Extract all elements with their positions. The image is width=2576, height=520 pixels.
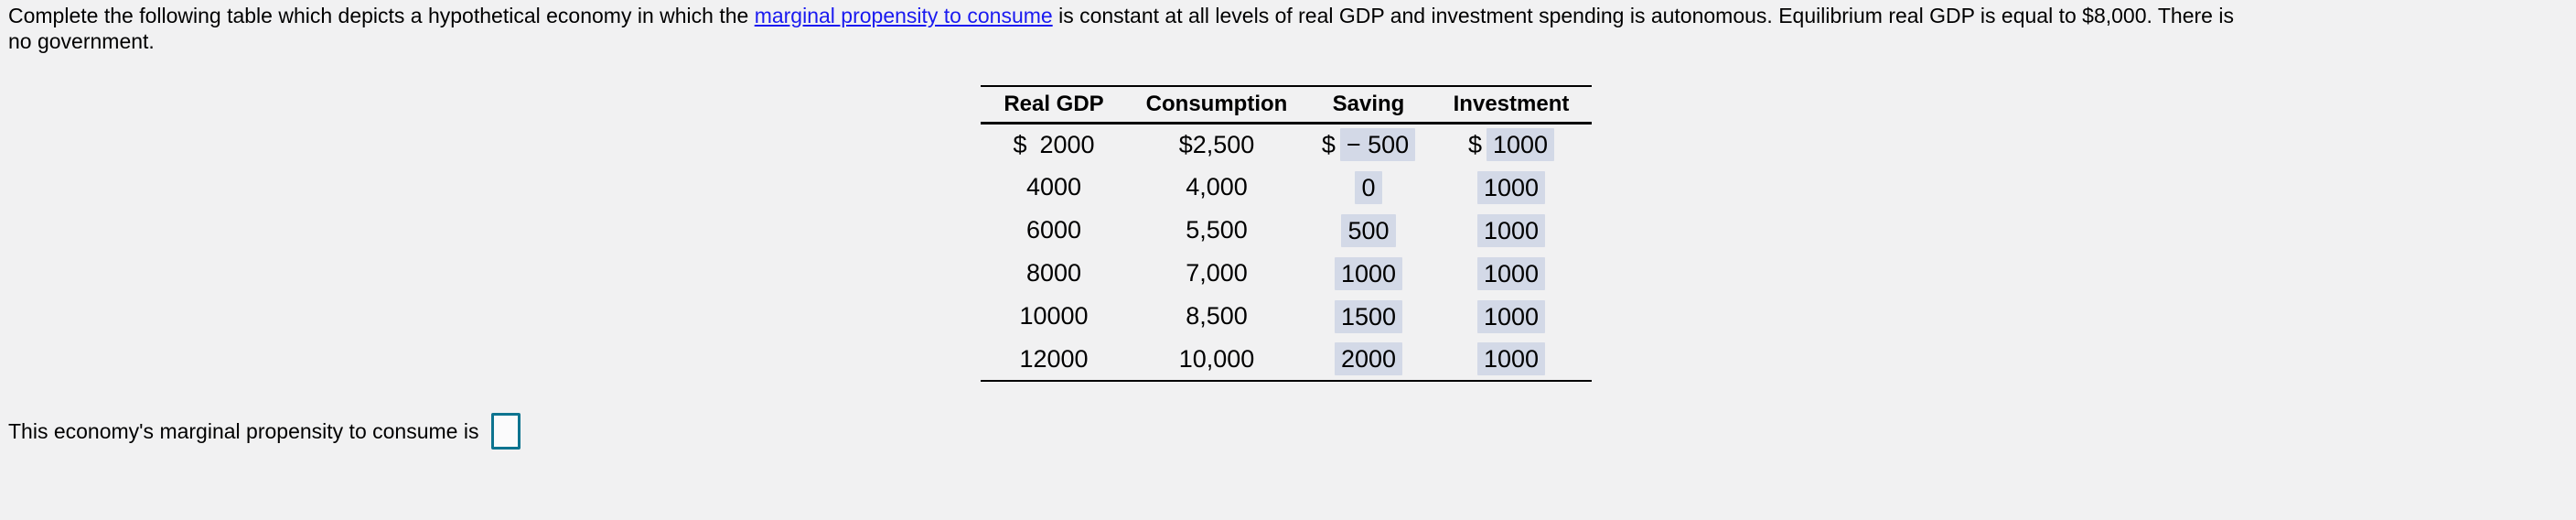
investment-cell: 1000 bbox=[1431, 166, 1592, 209]
saving-cell: 500 bbox=[1306, 209, 1431, 252]
investment-answer-cell[interactable]: 1000 bbox=[1476, 342, 1546, 375]
real-gdp-cell: 8000 bbox=[1025, 259, 1082, 287]
investment-cell: $1000 bbox=[1431, 123, 1592, 166]
saving-answer-cell[interactable]: 2000 bbox=[1334, 342, 1403, 375]
saving-answer-cell[interactable]: 0 bbox=[1355, 170, 1382, 204]
dollar-sign: $ bbox=[1321, 131, 1336, 159]
investment-cell: 1000 bbox=[1431, 295, 1592, 338]
mpc-question: This economy's marginal propensity to co… bbox=[8, 408, 521, 454]
real-gdp-cell: $2000 bbox=[981, 123, 1127, 166]
real-gdp-cell: 6000 bbox=[1025, 216, 1082, 244]
saving-cell: 2000 bbox=[1306, 338, 1431, 381]
real-gdp-value: 2000 bbox=[1039, 130, 1095, 158]
consumption-cell: $2,500 bbox=[1178, 130, 1255, 158]
mpc-answer-input[interactable] bbox=[491, 413, 521, 450]
table-row: 8000 7,000 1000 1000 bbox=[981, 252, 1592, 295]
problem-text-after-link: is constant at all levels of real GDP an… bbox=[1052, 4, 2234, 27]
real-gdp-cell: 10000 bbox=[1019, 302, 1089, 330]
dollar-sign: $ bbox=[1013, 130, 1027, 158]
table-row: $2000 $2,500 $ − 500 $1000 bbox=[981, 123, 1592, 166]
investment-cell: 1000 bbox=[1431, 209, 1592, 252]
problem-line-2: no government. bbox=[8, 29, 155, 53]
header-consumption: Consumption bbox=[1127, 86, 1306, 125]
investment-answer-cell[interactable]: 1000 bbox=[1476, 213, 1546, 247]
header-real-gdp: Real GDP bbox=[981, 86, 1127, 125]
problem-text-before-link: Complete the following table which depic… bbox=[8, 4, 755, 27]
mpc-question-text: This economy's marginal propensity to co… bbox=[8, 418, 479, 443]
saving-cell: 1000 bbox=[1306, 252, 1431, 295]
real-gdp-cell: 12000 bbox=[1019, 344, 1089, 373]
table-row: 12000 10,000 2000 1000 bbox=[981, 338, 1592, 381]
header-saving: Saving bbox=[1306, 86, 1431, 125]
investment-answer-cell[interactable]: 1000 bbox=[1476, 170, 1546, 204]
investment-cell: 1000 bbox=[1431, 252, 1592, 295]
consumption-cell: 8,500 bbox=[1186, 302, 1248, 330]
economy-table: Real GDP Consumption Saving Investment $… bbox=[981, 85, 1592, 382]
saving-answer-cell[interactable]: 1000 bbox=[1334, 256, 1403, 290]
consumption-cell: 5,500 bbox=[1186, 216, 1248, 244]
investment-cell: 1000 bbox=[1431, 338, 1592, 381]
consumption-cell: 7,000 bbox=[1186, 259, 1248, 287]
saving-answer-cell[interactable]: 500 bbox=[1341, 213, 1396, 247]
dollar-sign: $ bbox=[1467, 131, 1482, 159]
problem-statement: Complete the following table which depic… bbox=[8, 3, 2234, 54]
investment-answer-cell[interactable]: 1000 bbox=[1476, 256, 1546, 290]
table-row: 6000 5,500 500 1000 bbox=[981, 209, 1592, 252]
saving-answer-cell[interactable]: 1500 bbox=[1334, 299, 1403, 333]
header-investment: Investment bbox=[1431, 86, 1592, 125]
saving-cell: 1500 bbox=[1306, 295, 1431, 338]
investment-answer-cell[interactable]: 1000 bbox=[1476, 299, 1546, 333]
table-row: 4000 4,000 0 1000 bbox=[981, 166, 1592, 209]
saving-answer-cell[interactable]: − 500 bbox=[1339, 128, 1416, 162]
real-gdp-cell: 4000 bbox=[1025, 173, 1082, 200]
table-row: 10000 8,500 1500 1000 bbox=[981, 295, 1592, 338]
saving-cell: 0 bbox=[1306, 166, 1431, 209]
consumption-cell: 4,000 bbox=[1186, 173, 1248, 200]
investment-answer-cell[interactable]: 1000 bbox=[1486, 128, 1555, 162]
consumption-cell: 10,000 bbox=[1178, 344, 1255, 373]
table-header-row: Real GDP Consumption Saving Investment bbox=[981, 86, 1592, 125]
mpc-definition-link[interactable]: marginal propensity to consume bbox=[754, 4, 1053, 27]
saving-cell: $ − 500 bbox=[1306, 123, 1431, 166]
problem-line-1: Complete the following table which depic… bbox=[8, 3, 2234, 28]
